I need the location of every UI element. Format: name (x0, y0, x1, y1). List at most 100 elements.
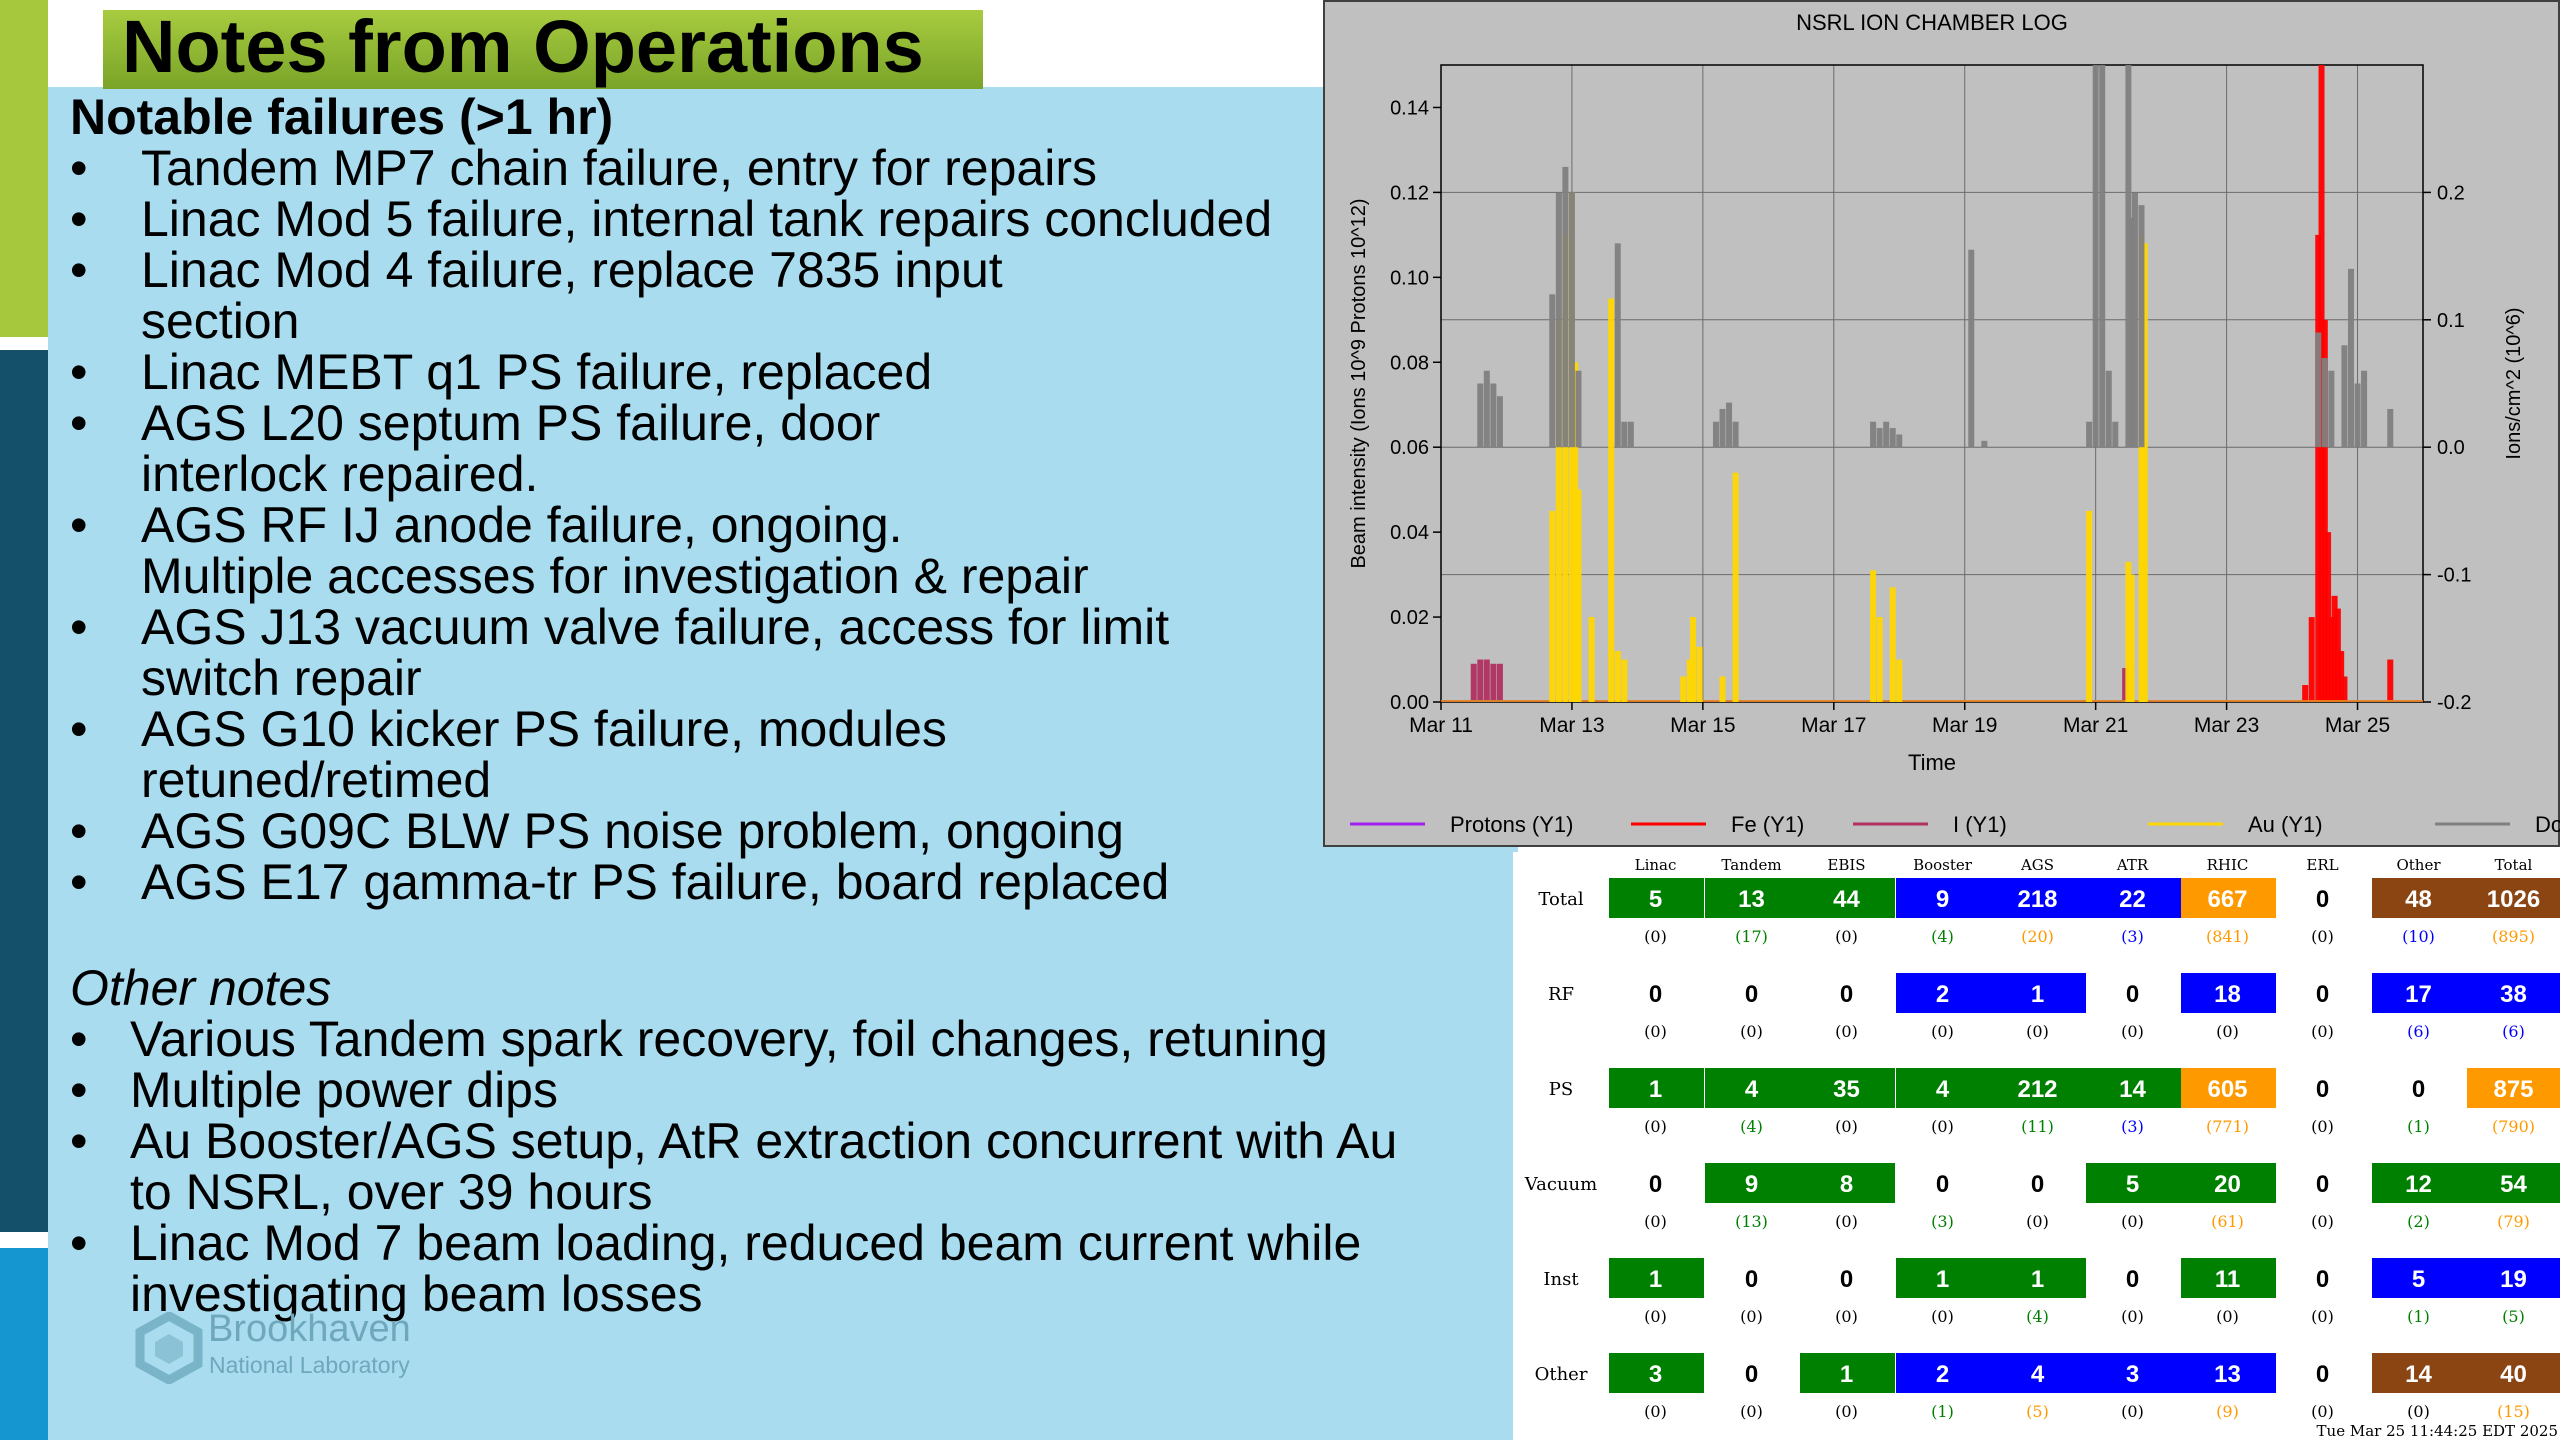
legend-label: Protons (Y1) (1450, 812, 1574, 837)
status-cell (2181, 1163, 2276, 1203)
failure-item: • AGS E17 gamma-tr PS failure, board repl… (70, 857, 1272, 908)
status-value: 212 (2017, 1076, 2057, 1103)
status-subvalue: (0) (1644, 1117, 1667, 1136)
y2-axis-label: Ions/cm^2 (10^6) (2503, 307, 2525, 459)
accent-strip-top (0, 0, 48, 337)
failure-item-text: AGS G10 kicker PS failure, modules retun… (141, 701, 947, 808)
data-spike (1483, 659, 1490, 702)
status-subvalue: (20) (2021, 927, 2054, 946)
other-notes-heading: Other notes (70, 960, 332, 1016)
status-cell (2372, 1258, 2467, 1298)
data-spike (1549, 294, 1556, 448)
other-note-item: • Multiple power dips (70, 1065, 1397, 1116)
accent-strip-bottom (0, 1248, 48, 1440)
column-header: ERL (2306, 856, 2338, 874)
status-value: 0 (2031, 1171, 2044, 1198)
status-subvalue: (0) (2121, 1022, 2144, 1041)
failures-heading: Notable failures (>1 hr) (70, 89, 614, 145)
bullet-icon: • (70, 803, 88, 859)
data-spike (1490, 383, 1497, 448)
data-spike (2334, 608, 2341, 702)
data-spike (1870, 421, 1877, 448)
status-value: 0 (2316, 1076, 2329, 1103)
status-cell (2181, 878, 2276, 918)
status-cell (2467, 1163, 2560, 1203)
column-header: Tandem (1721, 856, 1781, 874)
status-cell (2467, 1068, 2560, 1108)
status-subvalue: (0) (1644, 927, 1667, 946)
x-axis-label: Time (1908, 750, 1956, 775)
failure-item: • Linac MEBT q1 PS failure, replaced (70, 347, 1272, 398)
status-subvalue: (6) (2407, 1022, 2430, 1041)
y-axis-label: Beam intensity (Ions 10^9 Protons 10^12) (1348, 198, 1370, 568)
status-value: 875 (2493, 1076, 2533, 1103)
status-value: 19 (2500, 1266, 2527, 1293)
status-value: 218 (2017, 886, 2057, 913)
x-tick-label: Mar 19 (1932, 714, 1997, 737)
data-spike (2112, 421, 2119, 448)
data-spike (1555, 192, 1562, 448)
y2-tick-label: 0.0 (2437, 437, 2465, 459)
data-spike (1575, 370, 1582, 448)
status-cell (2086, 1163, 2181, 1203)
y-tick-label: 0.00 (1390, 692, 1429, 714)
status-cell (2372, 973, 2467, 1013)
status-value: 12 (2405, 1171, 2432, 1198)
data-spike (2328, 370, 2335, 448)
status-subvalue: (0) (2407, 1402, 2430, 1421)
status-subvalue: (895) (2492, 927, 2535, 946)
column-header: Other (2396, 856, 2441, 874)
data-spike (2315, 332, 2322, 448)
status-subvalue: (3) (2121, 1117, 2144, 1136)
data-spike (2086, 421, 2093, 448)
row-label: RF (1548, 984, 1574, 1005)
status-value: 17 (2405, 981, 2432, 1008)
data-spike (1686, 659, 1693, 702)
row-label: PS (1549, 1079, 1573, 1100)
failure-item-text: Linac Mod 5 failure, internal tank repai… (141, 191, 1273, 247)
column-header: EBIS (1827, 856, 1865, 874)
status-subvalue: (0) (2121, 1402, 2144, 1421)
data-spike (1690, 617, 1697, 702)
status-subvalue: (0) (1835, 1307, 1858, 1326)
status-subvalue: (1) (2407, 1307, 2430, 1326)
status-subvalue: (771) (2206, 1117, 2249, 1136)
data-spike (1627, 421, 1634, 448)
failure-item: • AGS RF IJ anode failure, ongoing. Multi… (70, 500, 1272, 602)
data-spike (1621, 421, 1628, 448)
status-subvalue: (4) (1931, 927, 1954, 946)
failure-item-text: Tandem MP7 chain failure, entry for repa… (141, 140, 1097, 196)
status-subvalue: (0) (1931, 1117, 1954, 1136)
status-value: 14 (2119, 1076, 2146, 1103)
status-subvalue: (4) (1740, 1117, 1763, 1136)
status-value: 0 (1649, 1171, 1662, 1198)
data-spike (1562, 234, 1569, 702)
data-spike (1719, 676, 1726, 702)
status-value: 2 (1936, 981, 1949, 1008)
status-value: 40 (2500, 1361, 2527, 1388)
status-value: 1 (2031, 1266, 2044, 1293)
status-value: 18 (2214, 981, 2241, 1008)
status-subvalue: (0) (1644, 1212, 1667, 1231)
data-spike (2138, 234, 2145, 702)
status-cell (1896, 973, 1991, 1013)
status-subvalue: (3) (1931, 1212, 1954, 1231)
data-spike (2131, 192, 2138, 448)
other-note-item: • Linac Mod 7 beam loading, reduced beam … (70, 1218, 1397, 1320)
status-subvalue: (0) (1835, 1402, 1858, 1421)
data-spike (1496, 663, 1503, 702)
status-subvalue: (0) (1835, 927, 1858, 946)
chart-title: NSRL ION CHAMBER LOG (1796, 10, 2068, 35)
data-spike (1896, 434, 1903, 448)
data-spike (1572, 362, 1579, 702)
status-cell (1609, 1068, 1704, 1108)
status-cell (1991, 973, 2086, 1013)
status-subvalue: (5) (2502, 1307, 2525, 1326)
failure-item: • Tandem MP7 chain failure, entry for rep… (70, 143, 1272, 194)
series-i-y1- (1441, 659, 2423, 702)
status-value: 3 (2126, 1361, 2139, 1388)
status-subvalue: (0) (2216, 1307, 2239, 1326)
status-subvalue: (0) (1644, 1402, 1667, 1421)
data-spike (2328, 617, 2335, 702)
status-value: 0 (1745, 981, 1758, 1008)
